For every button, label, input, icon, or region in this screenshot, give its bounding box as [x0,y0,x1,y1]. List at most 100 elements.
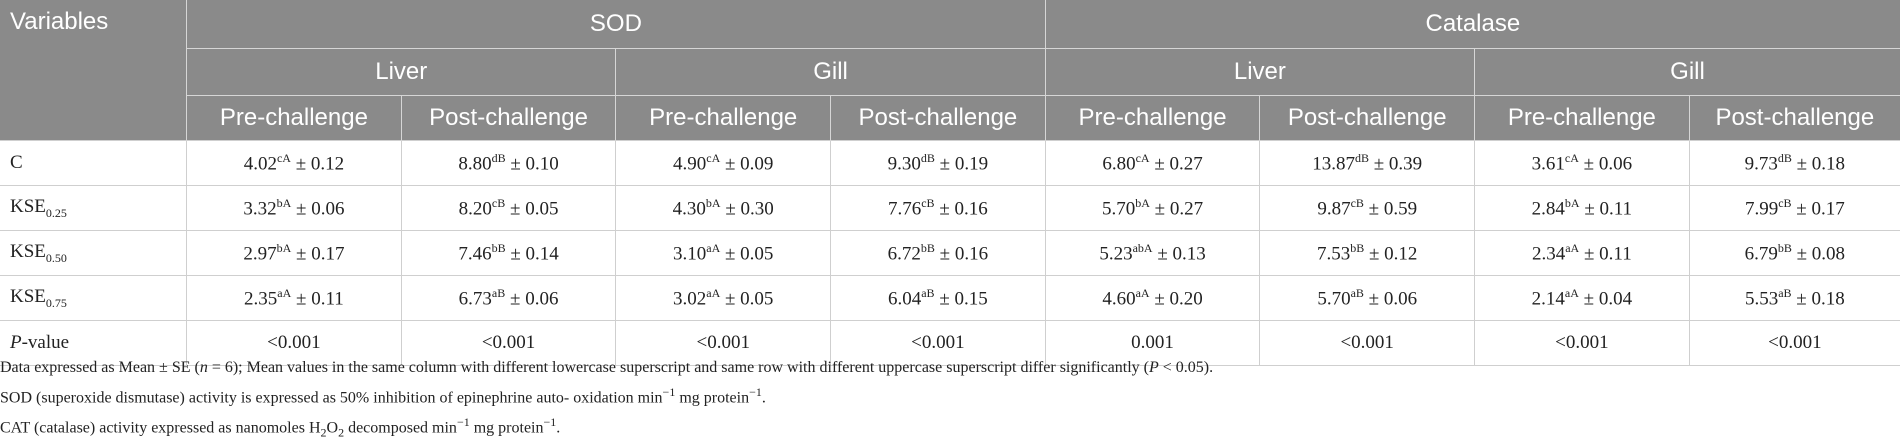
cell-error: ± 0.13 [1152,243,1206,265]
table-cell: 6.73aB ± 0.06 [401,275,617,321]
table-cell: 7.99cB ± 0.17 [1689,185,1900,231]
row-label-text: C [10,152,23,173]
cell-superscript: cA [1135,150,1150,165]
cell-superscript: cB [491,195,506,210]
table-cell: 7.76cB ± 0.16 [830,185,1046,231]
phase-header: Pre-challenge [1045,95,1261,141]
table-cell: <0.001 [615,320,832,366]
footnote-data-expression: Data expressed as Mean ± SE (n = 6); Mea… [0,356,1213,380]
cell-mean: 7.99 [1744,198,1779,220]
cell-mean: 7.76 [887,198,922,220]
table-cell: 4.90cA ± 0.09 [615,140,832,186]
cell-error: ± 0.12 [1364,243,1418,265]
footnote-cat-units: CAT (catalase) activity expressed as nan… [0,410,1213,445]
cell-error: ± 0.30 [720,198,774,220]
table-cell: 4.60aA ± 0.20 [1045,275,1261,321]
footnote-text: Data expressed as Mean ± SE ( [0,359,200,376]
cell-mean: 9.73 [1744,153,1778,175]
table-row: C 4.02cA ± 0.12 8.80dB ± 0.10 4.90cA ± 0.09… [0,140,1900,186]
cell-superscript: aA [706,240,721,255]
row-label-text: KSE [10,240,46,262]
table-cell: 9.87cB ± 0.59 [1259,185,1476,231]
table-cell: 8.20cB ± 0.05 [401,185,617,231]
cell-error: ± 0.06 [1363,288,1418,310]
cell-superscript: cB [1778,195,1792,210]
row-label: P-value [0,320,188,366]
cell-superscript: dB [491,150,506,165]
footnote-superscript: −1 [749,385,762,399]
cell-mean: 9.30 [887,153,921,175]
group-header-catalase: Catalase [1045,0,1900,49]
table-row: KSE0.25 3.32bA ± 0.06 8.20cB ± 0.05 4.30bA … [0,185,1900,231]
cell-error: ± 0.16 [934,198,988,220]
table-row: KSE0.75 2.35aA ± 0.11 6.73aB ± 0.06 3.02aA … [0,275,1900,321]
cell-superscript: cB [921,195,935,210]
cell-error: ± 0.11 [291,288,344,310]
footnote-text: decomposed min [344,419,457,437]
table-cell: 5.70aB ± 0.06 [1259,275,1476,321]
cell-error: ± 0.14 [505,243,559,265]
table-cell: 6.80cA ± 0.27 [1045,140,1261,186]
cell-mean: 6.04 [887,288,922,310]
cell-error: ± 0.12 [290,153,345,175]
cell-superscript: abA [1132,240,1153,255]
row-label: KSE0.25 [0,185,188,231]
cell-mean: 6.72 [887,243,921,265]
phase-header: Post-challenge [830,95,1046,141]
table-cell: 8.80dB ± 0.10 [401,140,617,186]
cell-mean: 3.61 [1531,153,1565,175]
table-cell: 3.61cA ± 0.06 [1474,140,1690,186]
row-label: KSE0.50 [0,230,188,276]
table-cell: 2.97bA ± 0.17 [186,230,402,276]
cell-error: ± 0.05 [720,288,774,310]
cell-mean: 5.53 [1744,288,1779,310]
data-table: Variables SOD Catalase Liver Gill Liver … [0,0,1900,366]
table-cell: <0.001 [1259,320,1476,366]
cell-superscript: bA [1135,195,1150,210]
cell-superscript: cA [706,150,721,165]
cell-error: ± 0.08 [1791,243,1846,265]
cell-superscript: aA [277,285,292,300]
cell-error: ± 0.17 [291,243,345,265]
table-cell: 6.79bB ± 0.08 [1689,230,1900,276]
footnote-text: mg protein [675,389,750,407]
cell-error: ± 0.18 [1791,153,1846,175]
table-cell: 7.53bB ± 0.12 [1259,230,1476,276]
footnote-text: = 6); Mean values in the same column wit… [207,359,1149,376]
cell-error: ± 0.19 [934,153,989,175]
cell-error: ± 0.06 [1578,153,1633,175]
cell-mean: <0.001 [267,332,321,353]
table-cell: 5.53aB ± 0.18 [1689,275,1900,321]
cell-mean: <0.001 [911,332,965,353]
table-cell: <0.001 [401,320,617,366]
footnote-text: < 0.05). [1158,359,1214,376]
table-cell: 3.10aA ± 0.05 [615,230,832,276]
cell-error: ± 0.59 [1363,198,1418,220]
cell-error: ± 0.05 [720,243,774,265]
cell-mean: 5.23 [1099,243,1133,265]
cell-error: ± 0.18 [1791,288,1845,310]
table-cell: 3.02aA ± 0.05 [615,275,832,321]
cell-superscript: aB [1778,285,1792,300]
tissue-header-catalase-liver: Liver [1045,48,1476,96]
row-label-text: KSE [10,195,46,217]
footnote-text: SOD (superoxide dismutase) activity is e… [0,389,663,407]
cell-mean: 5.70 [1317,288,1351,310]
table-cell: <0.001 [830,320,1046,366]
table-row: KSE0.50 2.97bA ± 0.17 7.46bB ± 0.14 3.10aA … [0,230,1900,276]
cell-error: ± 0.10 [505,153,559,175]
table-cell: 4.02cA ± 0.12 [186,140,402,186]
footnote-text: . [761,389,766,407]
cell-error: ± 0.27 [1149,153,1203,175]
cell-error: ± 0.17 [1791,198,1845,220]
cell-mean: 0.001 [1131,332,1174,353]
cell-mean: 9.87 [1317,198,1351,220]
cell-mean: 3.02 [673,288,707,310]
cell-mean: 2.34 [1531,243,1566,265]
footnote-text: CAT (catalase) activity expressed as nan… [0,419,321,437]
row-label-subscript: 0.75 [45,295,67,310]
cell-superscript: cB [1350,195,1364,210]
tissue-header-sod-gill: Gill [615,48,1046,96]
cell-mean: 4.02 [243,153,277,175]
cell-superscript: aA [1135,285,1150,300]
